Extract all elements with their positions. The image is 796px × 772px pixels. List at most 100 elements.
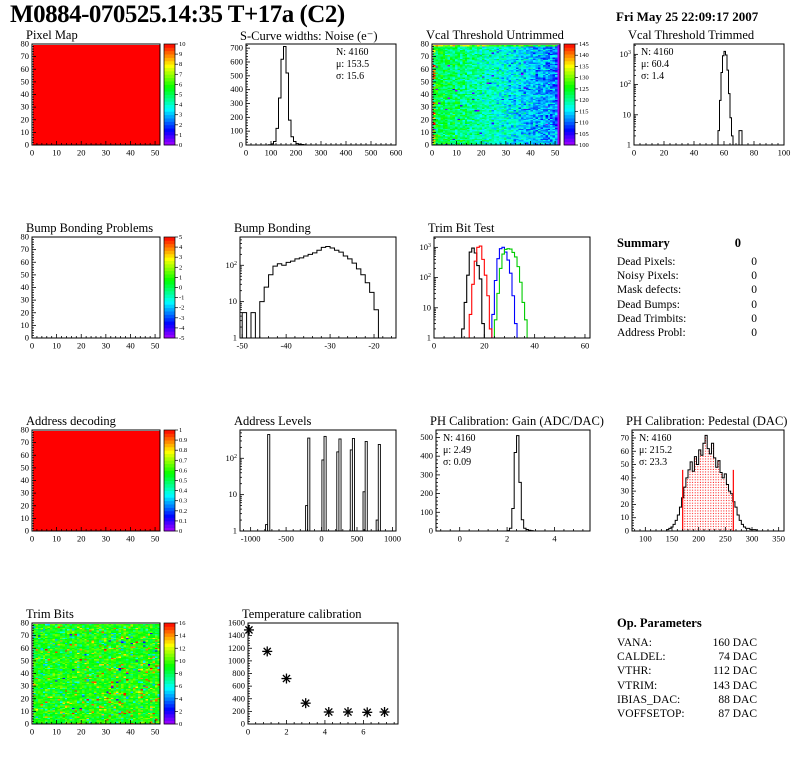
svg-text:60: 60 [21,450,30,460]
svg-text:1600: 1600 [228,618,245,628]
address-levels-plot: -1000 -500 0 500 1000 1 10 102 [226,429,401,544]
svg-text:50: 50 [551,148,560,158]
summary-row-value: 0 [751,284,757,297]
svg-text:20: 20 [77,341,86,351]
svg-text:20: 20 [77,534,86,544]
op-parameter-value: 88 DAC [718,693,757,706]
svg-text:10: 10 [21,513,30,523]
svg-text:20: 20 [477,148,486,158]
svg-text:103: 103 [620,49,632,59]
svg-text:60: 60 [421,64,430,74]
svg-text:20: 20 [621,499,630,509]
svg-text:50: 50 [21,655,30,665]
svg-text:40: 40 [126,727,135,737]
svg-text:1400: 1400 [228,630,245,640]
svg-text:40: 40 [126,534,135,544]
page-title: M0884-070525.14:35 T+17a (C2) [10,1,345,28]
svg-text:200: 200 [230,112,243,122]
svg-text:300: 300 [315,148,328,158]
svg-text:30: 30 [21,102,30,112]
svg-text:μ: 60.4: μ: 60.4 [641,59,669,70]
svg-text:2: 2 [284,727,288,737]
svg-text:700: 700 [230,43,243,53]
op-parameter-row: VOFFSETOP: 87 DAC [617,707,757,721]
svg-text:10: 10 [179,41,186,48]
svg-text:40: 40 [21,475,30,485]
svg-text:102: 102 [620,79,632,89]
vcal-untrimmed-map [432,44,560,145]
svg-text:0: 0 [30,727,34,737]
svg-text:10: 10 [452,148,461,158]
svg-text:100: 100 [579,142,589,149]
svg-text:3: 3 [179,112,182,119]
summary-row-value: 0 [751,270,757,283]
svg-text:400: 400 [420,451,433,461]
summary-title: Summary [617,236,670,250]
svg-text:2: 2 [179,264,182,271]
svg-text:1: 1 [427,333,431,343]
svg-text:N: 4160: N: 4160 [641,47,674,58]
op-parameter-label: CALDEL: [617,651,666,664]
svg-text:4: 4 [179,244,183,251]
svg-text:20: 20 [421,114,430,124]
svg-text:30: 30 [21,681,30,691]
op-parameter-row: VTRIM: 143 DAC [617,679,757,693]
svg-text:140: 140 [579,52,589,59]
scurve-noise-plot: 0 100 200 300 400 500 600 0 100 200 300 400 500 600 70… [230,43,402,158]
svg-text:80: 80 [21,425,30,435]
op-parameter-value: 143 DAC [712,679,757,692]
svg-text:0: 0 [432,341,436,351]
svg-text:N: 4160: N: 4160 [336,47,369,58]
svg-text:1: 1 [179,427,182,434]
svg-text:20: 20 [21,307,30,317]
summary-header: Summary 0 [617,236,741,251]
svg-text:6: 6 [361,727,365,737]
svg-text:500: 500 [420,432,433,442]
pixel-map-map [32,44,160,145]
svg-text:30: 30 [102,341,111,351]
svg-text:30: 30 [621,486,630,496]
svg-text:0: 0 [239,140,243,150]
svg-text:μ: 2.49: μ: 2.49 [443,445,471,456]
chart-title: Vcal Threshold Trimmed [628,28,755,42]
svg-text:350: 350 [772,534,785,544]
svg-text:20: 20 [77,148,86,158]
svg-text:40: 40 [126,341,135,351]
svg-text:50: 50 [21,76,30,86]
summary-row: Address Probl: 0 [617,326,757,340]
svg-text:70: 70 [421,51,430,61]
svg-text:103: 103 [420,242,432,252]
chart-vcal-threshold-trimmed: Vcal Threshold Trimmed 0 20 40 60 80 100 1 10 102… [606,28,794,160]
op-parameter-value: 112 DAC [713,665,757,678]
chart-title: Address Levels [234,414,312,428]
svg-text:0: 0 [319,534,323,544]
chart-scurve-noise: S-Curve widths: Noise (e⁻) 0 100 200 300 400 5… [214,28,410,160]
op-parameter-label: VTRIM: [617,679,658,692]
svg-text:0: 0 [25,140,29,150]
svg-text:0: 0 [625,526,629,536]
op-parameter-value: 87 DAC [718,708,757,721]
svg-text:4: 4 [179,102,183,109]
svg-text:60: 60 [621,446,630,456]
svg-text:N: 4160: N: 4160 [443,433,476,444]
op-parameter-row: IBIAS_DAC: 88 DAC [617,693,757,707]
svg-text:0: 0 [425,140,429,150]
svg-text:80: 80 [21,39,30,49]
svg-text:80: 80 [21,618,30,628]
svg-text:10: 10 [179,658,186,665]
chart-title: Temperature calibration [242,607,362,621]
svg-text:0: 0 [244,148,248,158]
svg-text:10: 10 [52,341,61,351]
svg-text:0: 0 [25,526,29,536]
svg-text:40: 40 [690,148,699,158]
svg-text:0.1: 0.1 [179,518,187,525]
chart-title: Bump Bonding Problems [26,221,154,235]
svg-text:-30: -30 [324,341,335,351]
trim-bits-map [32,623,160,724]
svg-text:4: 4 [552,534,557,544]
chart-title: Vcal Threshold Untrimmed [426,28,564,42]
svg-text:0: 0 [458,534,462,544]
svg-text:0: 0 [179,528,182,535]
svg-text:20: 20 [21,500,30,510]
chart-pixel-map: Pixel Map 0 10 20 30 40 50 0 10 20 30 40 50 60 70 80 0 1 2… [8,28,204,160]
